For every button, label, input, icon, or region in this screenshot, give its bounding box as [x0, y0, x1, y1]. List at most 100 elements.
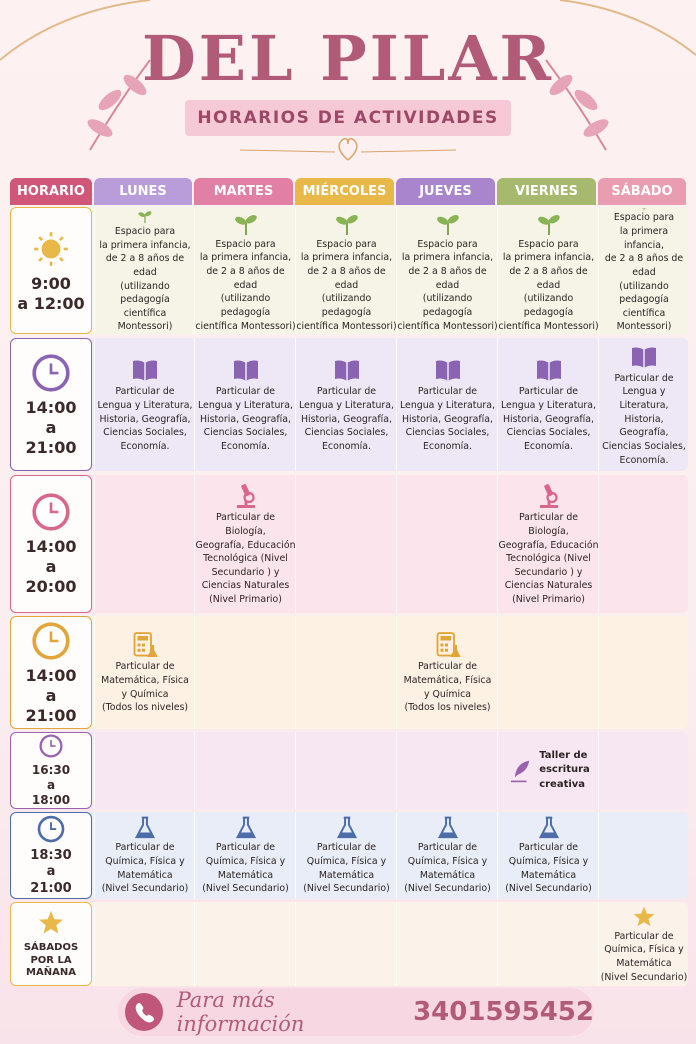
schedule-cell	[194, 732, 296, 809]
icon	[236, 484, 255, 509]
schedule-cell	[598, 616, 689, 729]
table-row: SÁBADOS POR LA MAÑANA Particular de Quími…	[10, 902, 688, 986]
icon	[536, 360, 561, 381]
time-label: 16:30 a 18:00	[31, 763, 71, 807]
column-header: HORARIO	[10, 178, 92, 205]
schedule-cell	[94, 732, 195, 809]
schedule-cell: Espacio para la primera infancia, de 2 a…	[396, 207, 498, 334]
schedule-cell	[94, 902, 195, 986]
icon	[133, 360, 157, 381]
activity-text: Espacio para la primera infancia, de 2 a…	[498, 238, 599, 332]
activity-text: Particular de Química, Física y Matemáti…	[505, 842, 592, 895]
activity-text: Espacio para la primera infancia, de 2 a…	[195, 238, 296, 332]
activity-text: Particular de Química, Física y Matemáti…	[303, 842, 390, 895]
activity-text: Particular de Química, Física y Matemáti…	[404, 842, 491, 895]
icon	[437, 816, 458, 839]
column-header: JUEVES	[396, 178, 495, 205]
icon	[39, 734, 63, 758]
schedule-cell: Espacio para la primera infancia, de 2 a…	[194, 207, 296, 334]
schedule-cell: Particular de Lengua y Literatura, Histo…	[396, 338, 498, 471]
schedule-cell: Particular de Biología, Geografía, Educa…	[497, 475, 599, 613]
time-label: 9:00 a 12:00	[17, 273, 85, 313]
icon	[234, 214, 257, 235]
activity-text: Particular de Biología, Geografía, Educa…	[498, 512, 599, 606]
schedule-cell: Particular de Química, Física y Matemáti…	[94, 812, 195, 899]
activity-text: Particular de Biología, Geografía, Educa…	[195, 512, 296, 606]
activity-text: Espacio para la primera infancia, de 2 a…	[99, 226, 191, 333]
schedule-cell	[598, 812, 689, 899]
schedule-cell	[295, 732, 397, 809]
schedule-cell: Particular de Lengua y Literatura, Histo…	[194, 338, 296, 471]
schedule-cell: Particular de Química, Física y Matemáti…	[295, 812, 397, 899]
time-cell: 9:00 a 12:00	[10, 207, 92, 334]
time-label: 14:00 a 20:00	[25, 537, 77, 596]
schedule-cell: Particular de Lengua y Literatura, Histo…	[598, 338, 689, 471]
activity-text: Particular de Química, Física y Matemáti…	[202, 842, 289, 895]
time-cell: 18:30 a 21:00	[10, 812, 92, 899]
table-row: 16:30 a 18:00 Taller de escritura creativ…	[10, 732, 688, 809]
schedule-cell: Particular de Química, Física y Matemáti…	[396, 812, 498, 899]
activity-text: Particular de Química, Física y Matemáti…	[600, 930, 688, 983]
time-label: 14:00 a 21:00	[25, 665, 77, 725]
time-cell: SÁBADOS POR LA MAÑANA	[10, 902, 92, 986]
activity-text: Espacio para la primera infancia, de 2 a…	[397, 238, 498, 332]
schedule-cell: Particular de Matemática, Física y Quími…	[94, 616, 195, 729]
schedule-cell	[396, 732, 498, 809]
icon	[632, 347, 656, 368]
schedule-cell	[194, 616, 296, 729]
activity-text: Espacio para la primera infancia, de 2 a…	[296, 238, 397, 332]
schedule-cell: Particular de Matemática, Física y Quími…	[396, 616, 498, 729]
time-cell: 14:00 a 21:00	[10, 338, 92, 471]
time-label: SÁBADOS POR LA MAÑANA	[23, 942, 79, 979]
column-header: MIÉRCOLES	[295, 178, 394, 205]
activity-text: Particular de Lengua y Literatura, Histo…	[97, 386, 193, 452]
table-row: 14:00 a 21:00 Particular de Lengua y Lite…	[10, 338, 688, 471]
activity-text: Particular de Lengua y Literatura, Histo…	[501, 386, 596, 452]
schedule-cell: Espacio para la primera infancia, de 2 a…	[94, 207, 195, 334]
icon	[32, 353, 70, 392]
icon	[335, 214, 358, 235]
table-row: 14:00 a 20:00 Particular de Biología, Geo…	[10, 475, 688, 613]
icon	[334, 360, 359, 381]
column-header: SÁBADO	[598, 178, 686, 205]
icon	[436, 632, 461, 658]
icon	[633, 906, 655, 926]
icon	[235, 816, 256, 839]
table-row: 18:30 a 21:00 Particular de Química, Físi…	[10, 812, 688, 899]
schedule-cell	[295, 616, 397, 729]
icon	[37, 815, 65, 843]
footer-text: Para más información	[176, 988, 305, 1036]
schedule-cell	[295, 902, 397, 986]
icon	[511, 760, 530, 782]
activity-text: Taller de escritura creativa	[539, 749, 590, 790]
phone-icon	[125, 993, 163, 1031]
phone-number: 3401595452	[413, 997, 594, 1027]
schedule-cell: Particular de Química, Física y Matemáti…	[194, 812, 296, 899]
schedule-cell	[497, 616, 599, 729]
activity-text: Particular de Matemática, Física y Quími…	[101, 661, 189, 714]
activity-text: Particular de Lengua y Literatura, Histo…	[198, 386, 293, 452]
icon	[133, 632, 158, 658]
schedule-cell	[598, 732, 689, 809]
icon	[537, 214, 560, 235]
icon	[233, 360, 258, 381]
table-row: 14:00 a 21:00 Particular de Matemática, F…	[10, 616, 688, 729]
time-cell: 16:30 a 18:00	[10, 732, 92, 809]
schedule-cell	[598, 475, 689, 613]
icon	[538, 816, 559, 839]
table-row: 9:00 a 12:00 Espacio para la primera infa…	[10, 207, 688, 334]
schedule-cell: Particular de Lengua y Literatura, Histo…	[94, 338, 195, 471]
schedule-cell: Particular de Química, Física y Matemáti…	[497, 812, 599, 899]
activity-text: Particular de Matemática, Física y Quími…	[403, 661, 492, 714]
icon	[642, 208, 646, 211]
schedule-cell	[194, 902, 296, 986]
schedule-cell	[94, 475, 195, 613]
schedule-cell: Espacio para la primera infancia, de 2 a…	[295, 207, 397, 334]
icon	[539, 484, 558, 509]
icon	[134, 816, 156, 839]
time-cell: 14:00 a 21:00	[10, 616, 92, 729]
icon	[32, 621, 70, 660]
icon	[435, 360, 460, 381]
schedule-cell	[497, 902, 599, 986]
subtitle: HORARIOS DE ACTIVIDADES	[185, 100, 511, 136]
